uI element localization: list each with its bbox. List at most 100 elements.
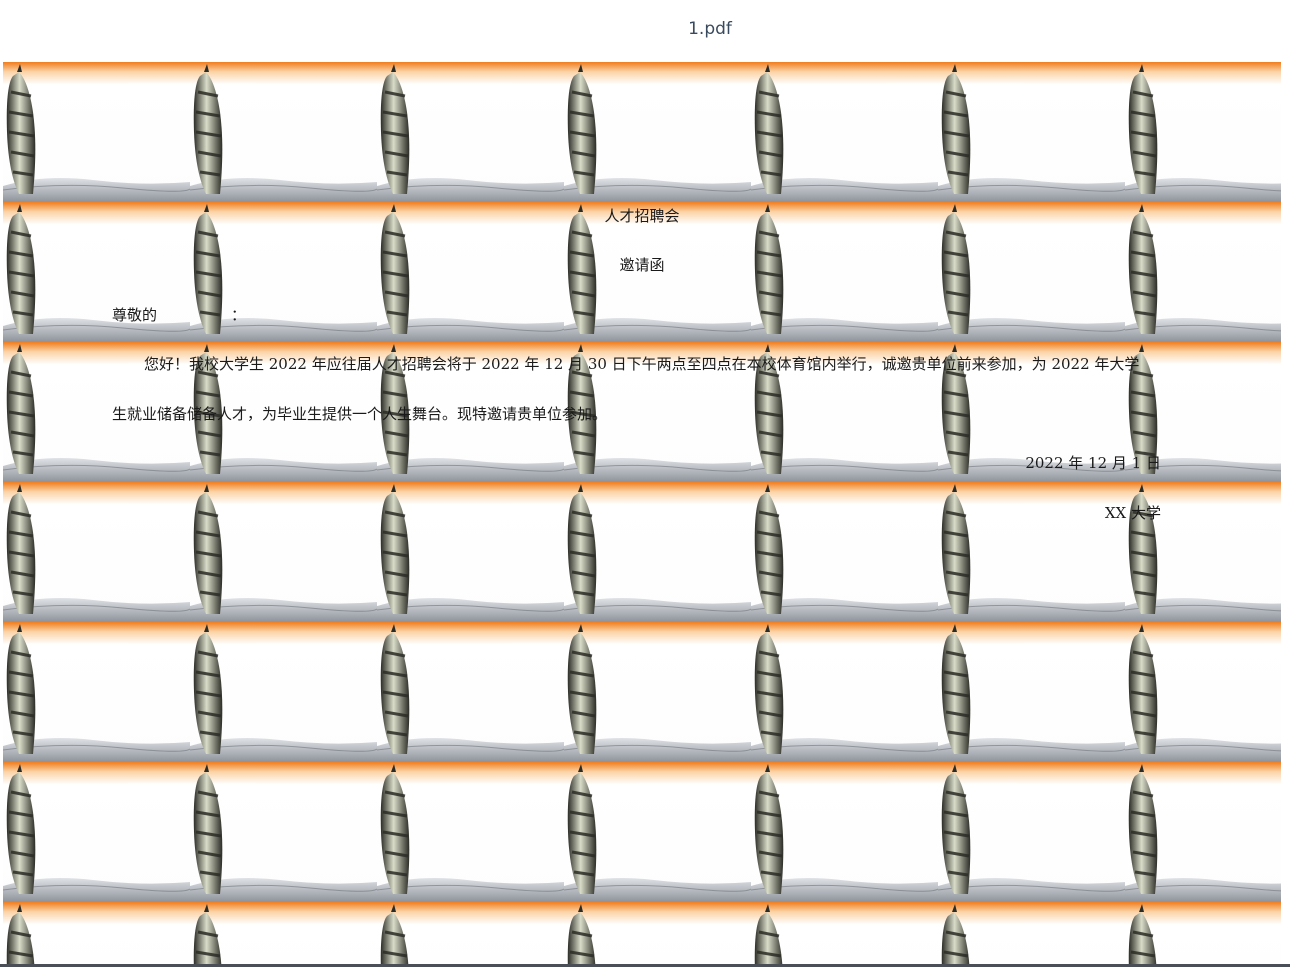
city-skyline-tile-icon	[564, 482, 751, 622]
background-tile	[1125, 482, 1281, 622]
city-skyline-tile-icon	[938, 762, 1125, 902]
background-tile	[190, 62, 377, 202]
background-tile	[1125, 62, 1281, 202]
background-tile	[1125, 902, 1281, 964]
background-pattern	[3, 62, 1281, 964]
background-tile	[938, 202, 1125, 342]
city-skyline-tile-icon	[1125, 62, 1281, 202]
city-skyline-tile-icon	[751, 62, 938, 202]
city-skyline-tile-icon	[377, 902, 564, 964]
background-tile	[938, 62, 1125, 202]
city-skyline-tile-icon	[3, 762, 190, 902]
city-skyline-tile-icon	[564, 902, 751, 964]
city-skyline-tile-icon	[751, 202, 938, 342]
city-skyline-tile-icon	[377, 622, 564, 762]
background-tile	[938, 902, 1125, 964]
city-skyline-tile-icon	[938, 902, 1125, 964]
city-skyline-tile-icon	[564, 202, 751, 342]
city-skyline-tile-icon	[1125, 342, 1281, 482]
background-tile	[190, 762, 377, 902]
greeting-text: 尊敬的	[112, 306, 158, 324]
document-subtitle: 邀请函	[619, 256, 665, 274]
background-tile	[938, 482, 1125, 622]
background-tile	[751, 762, 938, 902]
city-skyline-tile-icon	[564, 62, 751, 202]
city-skyline-tile-icon	[190, 902, 377, 964]
background-tile	[938, 762, 1125, 902]
background-tile	[564, 482, 751, 622]
city-skyline-tile-icon	[3, 62, 190, 202]
city-skyline-tile-icon	[564, 622, 751, 762]
background-tile	[751, 482, 938, 622]
file-title: 1.pdf	[688, 19, 732, 39]
city-skyline-tile-icon	[377, 62, 564, 202]
background-tile	[377, 482, 564, 622]
background-tile	[751, 902, 938, 964]
city-skyline-tile-icon	[751, 482, 938, 622]
city-skyline-tile-icon	[190, 202, 377, 342]
city-skyline-tile-icon	[3, 902, 190, 964]
background-tile	[377, 62, 564, 202]
background-tile	[377, 762, 564, 902]
pdf-page: 人才招聘会 邀请函 尊敬的 ： 您好！我校大学生 2022 年应往届人才招聘会将…	[3, 62, 1281, 964]
background-tile	[751, 62, 938, 202]
background-tile	[564, 902, 751, 964]
background-tile	[3, 202, 190, 342]
background-tile	[1125, 622, 1281, 762]
background-tile	[377, 902, 564, 964]
city-skyline-tile-icon	[938, 342, 1125, 482]
city-skyline-tile-icon	[1125, 762, 1281, 902]
background-tile	[190, 342, 377, 482]
background-tile	[564, 342, 751, 482]
city-skyline-tile-icon	[751, 622, 938, 762]
document-date: 2022 年 12 月 1 日	[1025, 454, 1161, 472]
background-tile	[3, 762, 190, 902]
city-skyline-tile-icon	[377, 482, 564, 622]
city-skyline-tile-icon	[938, 202, 1125, 342]
city-skyline-tile-icon	[190, 342, 377, 482]
background-tile	[1125, 342, 1281, 482]
city-skyline-tile-icon	[377, 202, 564, 342]
background-tile	[1125, 762, 1281, 902]
city-skyline-tile-icon	[751, 342, 938, 482]
background-tile	[564, 62, 751, 202]
background-tile	[938, 622, 1125, 762]
city-skyline-tile-icon	[1125, 482, 1281, 622]
document-signature: XX 大学	[1104, 504, 1161, 522]
background-tile	[564, 202, 751, 342]
city-skyline-tile-icon	[564, 342, 751, 482]
background-tile	[377, 342, 564, 482]
city-skyline-tile-icon	[377, 342, 564, 482]
background-tile	[190, 902, 377, 964]
document-title: 人才招聘会	[604, 207, 680, 225]
city-skyline-tile-icon	[190, 762, 377, 902]
city-skyline-tile-icon	[751, 902, 938, 964]
background-tile	[751, 342, 938, 482]
city-skyline-tile-icon	[1125, 622, 1281, 762]
city-skyline-tile-icon	[190, 622, 377, 762]
background-tile	[564, 622, 751, 762]
city-skyline-tile-icon	[3, 342, 190, 482]
background-tile	[3, 62, 190, 202]
city-skyline-tile-icon	[1125, 902, 1281, 964]
background-tile	[1125, 202, 1281, 342]
background-tile	[3, 622, 190, 762]
city-skyline-tile-icon	[1125, 202, 1281, 342]
background-tile	[564, 762, 751, 902]
background-tile	[190, 202, 377, 342]
body-paragraph-line-1: 您好！我校大学生 2022 年应往届人才招聘会将于 2022 年 12 月 30…	[144, 355, 1140, 373]
greeting-colon: ：	[231, 306, 247, 324]
background-tile	[751, 622, 938, 762]
body-paragraph-line-2: 生就业储备储备人才，为毕业生提供一个人生舞台。现特邀请贵单位参加。	[112, 405, 608, 423]
city-skyline-tile-icon	[3, 622, 190, 762]
background-tile	[377, 202, 564, 342]
background-tile	[751, 202, 938, 342]
city-skyline-tile-icon	[564, 762, 751, 902]
background-tile	[377, 622, 564, 762]
background-tile	[3, 482, 190, 622]
city-skyline-tile-icon	[3, 202, 190, 342]
city-skyline-tile-icon	[377, 762, 564, 902]
viewer-titlebar: 1.pdf	[0, 0, 1290, 62]
city-skyline-tile-icon	[751, 762, 938, 902]
background-tile	[3, 902, 190, 964]
